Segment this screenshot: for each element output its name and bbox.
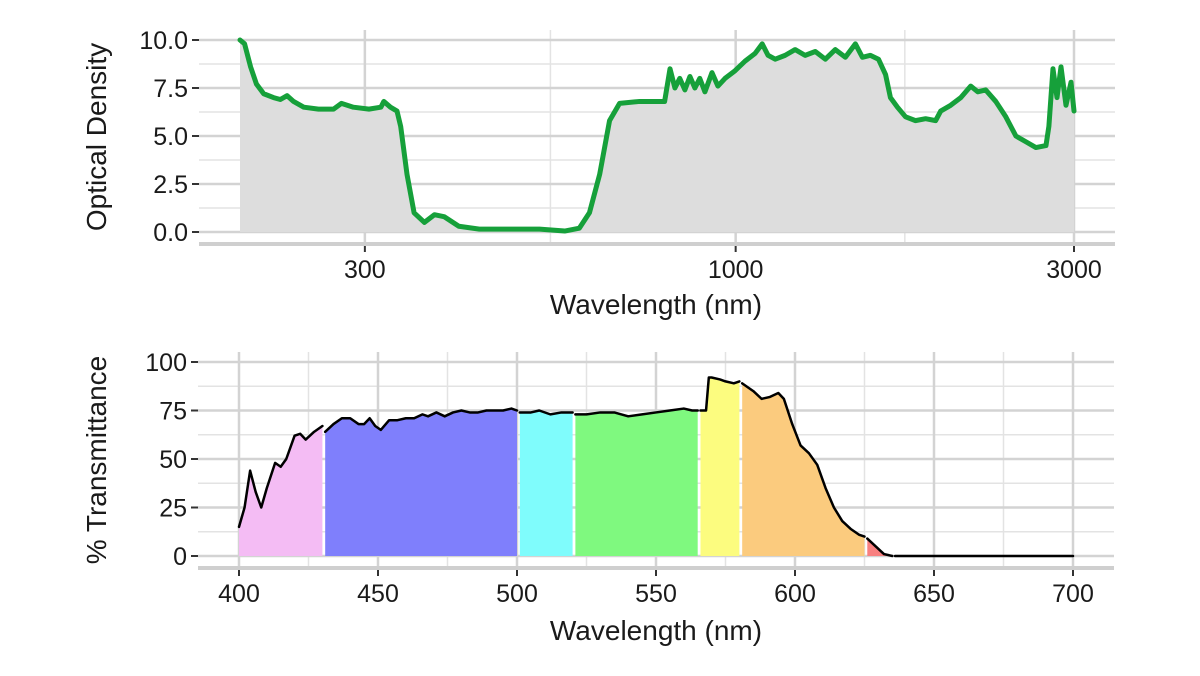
area-fill [867, 538, 893, 556]
y-tick-label: 50 [159, 446, 187, 474]
top-x-axis-title: Wavelength (nm) [550, 289, 762, 320]
data-line [740, 382, 866, 538]
area-fill [239, 426, 323, 556]
y-tick-label: 100 [145, 349, 187, 377]
transmittance-panel: 400 450 500 550 600 650 700 0 25 50 75 100 [145, 349, 1114, 608]
y-tick-label: 10.0 [139, 27, 188, 55]
x-tick-label: 550 [635, 580, 677, 608]
area-fill [575, 408, 698, 556]
bottom-x-axis-title: Wavelength (nm) [550, 615, 762, 646]
area-fill [742, 383, 865, 556]
data-line [518, 409, 574, 416]
area-fill [240, 40, 1074, 232]
x-tick-label: 300 [344, 256, 386, 284]
data-line [237, 424, 324, 529]
x-tick-label: 500 [496, 580, 538, 608]
data-line [866, 537, 894, 558]
area-fill [325, 408, 517, 556]
y-tick-label: 0.0 [153, 219, 188, 247]
y-tick-label: 5.0 [153, 123, 188, 151]
optical-density-panel: 300 1000 3000 0.0 2.5 5.0 7.5 10.0 [139, 27, 1115, 284]
x-tick-label: 700 [1052, 580, 1094, 608]
x-tick-label: 400 [218, 580, 260, 608]
data-line [574, 407, 699, 418]
data-line [699, 376, 741, 412]
y-tick-label: 75 [159, 398, 187, 426]
y-tick-label: 0 [173, 543, 187, 571]
x-tick-label: 650 [913, 580, 955, 608]
data-line [237, 37, 1077, 234]
x-tick-label: 600 [774, 580, 816, 608]
y-tick-label: 7.5 [153, 75, 188, 103]
bottom-y-axis-title: % Transmittance [81, 356, 112, 565]
top-y-axis-title: Optical Density [81, 43, 112, 231]
x-tick-label: 3000 [1046, 256, 1102, 284]
y-tick-label: 25 [159, 495, 187, 523]
area-fill [700, 377, 740, 556]
data-line [323, 407, 519, 434]
area-fill [519, 410, 573, 556]
x-tick-label: 450 [357, 580, 399, 608]
x-tick-label: 1000 [708, 256, 764, 284]
y-tick-label: 2.5 [153, 171, 188, 199]
